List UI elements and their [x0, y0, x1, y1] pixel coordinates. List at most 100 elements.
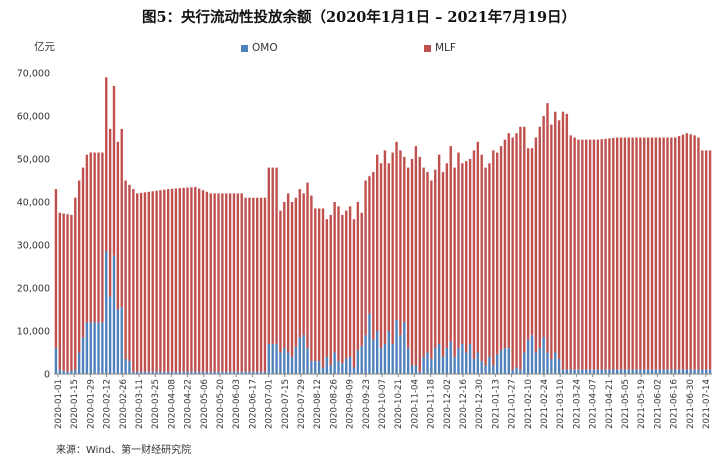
mlf-bar	[136, 193, 139, 372]
omo-bar	[302, 335, 305, 374]
omo-bar	[85, 322, 89, 374]
omo-bar	[325, 356, 329, 374]
omo-bar	[662, 369, 665, 374]
omo-bar	[697, 369, 700, 374]
omo-bar	[128, 361, 131, 374]
omo-bar	[704, 369, 708, 374]
mlf-bar	[197, 188, 201, 372]
x-tick-label: 2020-06-17	[248, 379, 258, 429]
omo-bar	[321, 367, 325, 374]
x-tick-label: 2020-01-01	[54, 379, 64, 429]
omo-bar	[345, 358, 348, 374]
omo-bar	[209, 371, 212, 374]
omo-bar	[314, 361, 317, 374]
omo-bar	[124, 358, 127, 374]
legend-mlf-label: MLF	[435, 42, 456, 54]
omo-bar	[240, 371, 243, 374]
x-tick-label: 2020-08-12	[313, 379, 323, 429]
mlf-bar	[333, 202, 336, 353]
mlf-bar	[631, 137, 634, 370]
omo-bar	[507, 348, 510, 374]
omo-bar	[77, 352, 81, 374]
mlf-bar	[58, 212, 62, 370]
omo-bar	[461, 343, 464, 374]
mlf-bar	[627, 137, 630, 370]
x-tick-label: 2020-12-02	[443, 379, 453, 429]
x-tick-label: 2021-02-24	[540, 379, 550, 429]
omo-bar	[538, 348, 541, 374]
mlf-bar	[294, 197, 298, 348]
mlf-bar	[306, 182, 309, 349]
x-tick-label: 2020-06-03	[232, 379, 242, 429]
mlf-bar	[70, 214, 73, 371]
omo-bar	[612, 369, 615, 374]
x-tick-label: 2020-11-04	[410, 379, 420, 429]
mlf-bar	[643, 137, 646, 370]
omo-bar	[561, 369, 565, 374]
mlf-bar	[77, 180, 81, 353]
mlf-bar	[612, 137, 615, 370]
omo-bar	[205, 371, 209, 374]
omo-bar	[519, 369, 522, 374]
mlf-bar	[290, 202, 294, 357]
omo-bar	[430, 358, 433, 374]
mlf-bar	[221, 193, 224, 372]
mlf-bar	[217, 193, 220, 372]
omo-bar	[530, 335, 534, 374]
omo-bar	[70, 370, 73, 374]
mlf-bar	[85, 154, 89, 323]
omo-bar	[391, 343, 394, 374]
omo-bar	[437, 343, 441, 374]
x-tick-label: 2020-01-29	[86, 379, 96, 429]
mlf-bar	[414, 146, 418, 366]
omo-bar	[480, 361, 483, 374]
omo-bar	[151, 371, 154, 374]
mlf-bar	[681, 134, 685, 370]
mlf-bar	[472, 150, 476, 359]
mlf-bar	[236, 193, 240, 372]
x-tick-label: 2020-03-25	[151, 379, 161, 429]
omo-bar	[197, 371, 201, 374]
legend-omo-label: OMO	[252, 42, 278, 54]
omo-bar	[639, 369, 642, 374]
mlf-bar	[677, 136, 681, 370]
omo-bar	[670, 369, 673, 374]
omo-bar	[674, 369, 677, 374]
mlf-bar	[116, 141, 120, 310]
omo-bar	[337, 361, 340, 374]
mlf-bar	[697, 137, 700, 370]
mlf-bar	[89, 152, 92, 323]
mlf-bar	[557, 120, 561, 359]
omo-bar	[403, 322, 406, 374]
mlf-bar	[240, 193, 243, 372]
x-tick-label: 2020-12-30	[475, 379, 485, 429]
x-tick-label: 2020-05-20	[216, 379, 226, 429]
omo-bar	[627, 369, 630, 374]
mlf-bar	[492, 150, 495, 366]
legend-omo-swatch	[241, 44, 248, 52]
mlf-bar	[170, 188, 174, 372]
mlf-bar	[565, 113, 569, 370]
omo-bar	[147, 371, 151, 374]
mlf-bar	[143, 192, 147, 372]
mlf-bar	[372, 171, 375, 340]
x-tick-label: 2020-07-29	[297, 379, 307, 429]
x-tick-label: 2020-09-09	[346, 379, 356, 429]
mlf-bar	[159, 190, 162, 372]
y-tick-label: 60,000	[17, 112, 50, 123]
omo-bar	[256, 371, 259, 374]
omo-bar	[635, 369, 638, 374]
omo-bar	[488, 356, 491, 374]
mlf-bar	[511, 137, 514, 370]
omo-bar	[244, 371, 247, 374]
mlf-bar	[484, 167, 487, 366]
x-tick-label: 2020-04-08	[167, 379, 177, 429]
x-tick-label: 2021-02-10	[524, 379, 534, 429]
omo-bar	[170, 371, 174, 374]
omo-bar	[565, 369, 569, 374]
mlf-bar	[538, 126, 541, 349]
omo-bar	[217, 371, 220, 374]
omo-bar	[360, 346, 363, 374]
mlf-bar	[139, 192, 143, 372]
